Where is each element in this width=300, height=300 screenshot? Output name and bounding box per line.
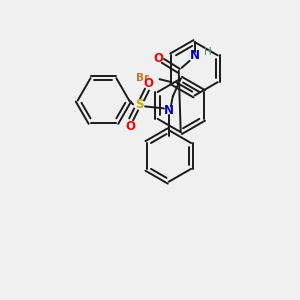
Text: N: N <box>164 104 174 117</box>
Text: Br: Br <box>136 73 148 83</box>
Text: O: O <box>143 77 153 90</box>
Text: O: O <box>153 52 163 65</box>
Text: N: N <box>190 50 200 62</box>
Text: O: O <box>125 120 135 133</box>
Text: H: H <box>204 47 211 57</box>
Text: S: S <box>135 98 143 111</box>
